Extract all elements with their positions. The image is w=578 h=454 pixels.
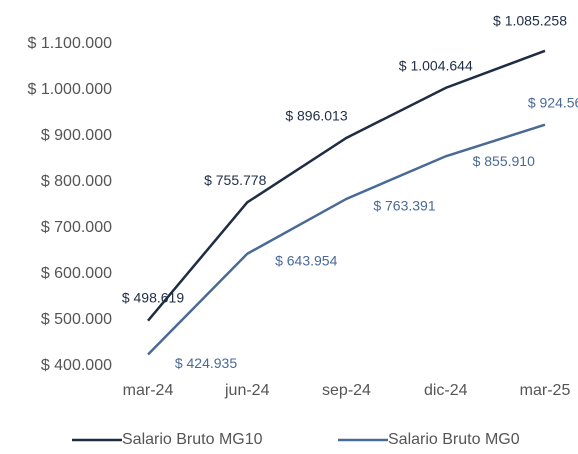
y-tick-label: $ 900.000 [41,127,112,144]
legend-label: Salario Bruto MG0 [388,431,520,448]
y-tick-label: $ 800.000 [41,173,112,190]
line [147,123,546,356]
y-tick-label: $ 1.000.000 [27,81,112,98]
data-label: $ 924.568 [528,94,578,110]
legend-label: Salario Bruto MG10 [122,431,263,448]
line [147,49,546,322]
data-label: $ 424.935 [175,355,237,371]
y-tick-label: $ 700.000 [41,219,112,236]
data-label: $ 498.619 [122,289,184,305]
data-label: $ 763.391 [373,198,435,214]
data-label: $ 855.910 [473,153,535,169]
x-tick-label: dic-24 [424,382,468,399]
y-tick-label: $ 400.000 [41,357,112,374]
y-tick-label: $ 1.100.000 [27,35,112,52]
data-label: $ 1.004.644 [399,58,473,74]
data-label: $ 643.954 [275,252,337,268]
x-tick-label: mar-24 [123,382,174,399]
data-label: $ 1.085.258 [493,12,567,28]
x-tick-label: jun-24 [224,382,270,399]
x-tick-label: mar-25 [520,382,571,399]
y-tick-label: $ 500.000 [41,311,112,328]
y-tick-label: $ 600.000 [41,265,112,282]
x-tick-label: sep-24 [322,382,371,399]
data-label: $ 896.013 [285,108,347,124]
data-label: $ 755.778 [204,172,266,188]
